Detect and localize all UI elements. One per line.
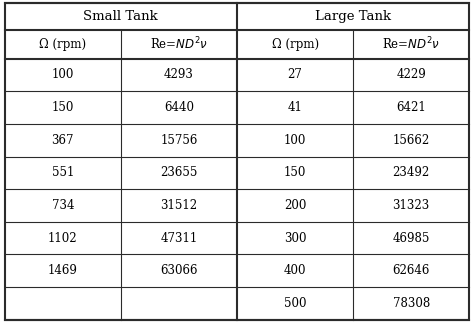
Text: Ω (rpm): Ω (rpm) xyxy=(39,38,86,51)
Text: 23655: 23655 xyxy=(160,166,198,179)
Text: 100: 100 xyxy=(284,134,306,147)
Text: 500: 500 xyxy=(284,297,306,310)
Text: 100: 100 xyxy=(52,68,74,81)
Text: 4293: 4293 xyxy=(164,68,194,81)
Text: Large Tank: Large Tank xyxy=(315,10,391,23)
Text: 6421: 6421 xyxy=(396,101,426,114)
Text: 400: 400 xyxy=(284,264,306,277)
Text: 200: 200 xyxy=(284,199,306,212)
Text: Small Tank: Small Tank xyxy=(83,10,158,23)
Text: 1469: 1469 xyxy=(48,264,78,277)
Text: 367: 367 xyxy=(52,134,74,147)
Text: 62646: 62646 xyxy=(392,264,430,277)
Text: 47311: 47311 xyxy=(160,232,198,245)
Text: Re=$\mathit{ND}^2\mathit{\nu}$: Re=$\mathit{ND}^2\mathit{\nu}$ xyxy=(382,36,440,53)
Text: 31512: 31512 xyxy=(160,199,198,212)
Text: 6440: 6440 xyxy=(164,101,194,114)
Text: 78308: 78308 xyxy=(392,297,430,310)
Text: 27: 27 xyxy=(288,68,302,81)
Text: 46985: 46985 xyxy=(392,232,430,245)
Text: 23492: 23492 xyxy=(392,166,430,179)
Text: 63066: 63066 xyxy=(160,264,198,277)
Text: 1102: 1102 xyxy=(48,232,78,245)
Text: 41: 41 xyxy=(288,101,302,114)
Text: Ω (rpm): Ω (rpm) xyxy=(272,38,319,51)
Text: 31323: 31323 xyxy=(392,199,430,212)
Text: 4229: 4229 xyxy=(396,68,426,81)
Text: 15756: 15756 xyxy=(160,134,198,147)
Text: 15662: 15662 xyxy=(392,134,430,147)
Text: 150: 150 xyxy=(284,166,306,179)
Text: 300: 300 xyxy=(284,232,306,245)
Text: 551: 551 xyxy=(52,166,74,179)
Text: 734: 734 xyxy=(52,199,74,212)
Text: 150: 150 xyxy=(52,101,74,114)
Text: Re=$\mathit{ND}^2\mathit{\nu}$: Re=$\mathit{ND}^2\mathit{\nu}$ xyxy=(150,36,208,53)
